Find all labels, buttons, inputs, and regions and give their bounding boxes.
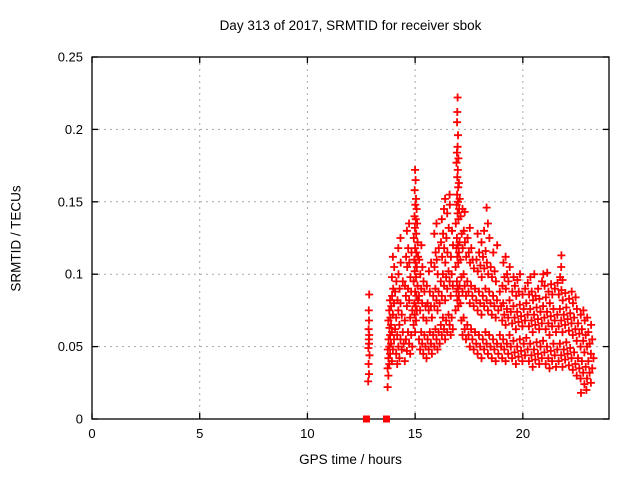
y-tick-label: 0.15 xyxy=(58,194,83,209)
x-tick-label: 5 xyxy=(196,426,203,441)
y-tick-label: 0 xyxy=(76,412,83,427)
y-tick-label: 0.25 xyxy=(58,50,83,65)
x-axis-label: GPS time / hours xyxy=(299,452,402,467)
y-tick-label: 0.2 xyxy=(65,122,83,137)
x-tick-label: 20 xyxy=(516,426,530,441)
zero-cluster-marker xyxy=(362,415,370,423)
plot-border xyxy=(91,56,610,420)
zero-cluster-marker xyxy=(382,415,390,423)
data-points xyxy=(364,93,598,397)
y-tick-label: 0.05 xyxy=(58,339,83,354)
chart-title: Day 313 of 2017, SRMTID for receiver sbo… xyxy=(219,18,482,33)
x-tick-label: 15 xyxy=(408,426,422,441)
x-tick-label: 10 xyxy=(300,426,314,441)
x-tick-label: 0 xyxy=(88,426,95,441)
y-tick-label: 0.1 xyxy=(65,267,83,282)
